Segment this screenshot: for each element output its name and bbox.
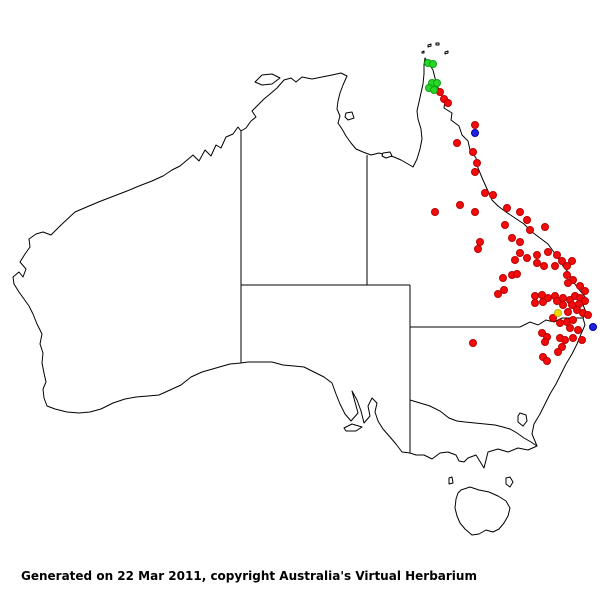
specimen-dot <box>541 338 549 346</box>
tasmania-outline <box>454 486 511 536</box>
specimen-dot <box>581 287 589 295</box>
specimen-dot <box>531 292 539 300</box>
specimen-dot <box>561 336 569 344</box>
footer-caption: Generated on 22 Mar 2011, copyright Aust… <box>21 569 477 583</box>
specimen-dot <box>554 309 562 317</box>
green-occurrence-dots <box>424 59 441 94</box>
specimen-dot <box>556 319 564 327</box>
specimen-dot <box>499 274 507 282</box>
torres-strait-islands <box>421 42 449 55</box>
specimen-dot <box>511 256 519 264</box>
specimen-dot <box>584 311 592 319</box>
specimen-dot <box>523 216 531 224</box>
specimen-dot <box>430 86 438 94</box>
specimen-dot <box>558 257 566 265</box>
qld-nsw-border <box>410 317 583 328</box>
specimen-dot <box>559 301 567 309</box>
specimen-dot <box>576 282 584 290</box>
mornington-island <box>381 151 393 159</box>
specimen-dot <box>531 299 539 307</box>
specimen-dot <box>471 121 479 129</box>
specimen-dot <box>516 238 524 246</box>
mainland-outline <box>12 57 587 469</box>
kangaroo-island <box>343 423 363 432</box>
specimen-dots-layer <box>424 59 597 365</box>
specimen-dot <box>508 234 516 242</box>
specimen-dot <box>471 168 479 176</box>
specimen-dot <box>476 238 484 246</box>
specimen-dot <box>566 324 574 332</box>
specimen-dot <box>541 223 549 231</box>
specimen-dot <box>574 326 582 334</box>
specimen-dot <box>516 208 524 216</box>
specimen-dot <box>481 189 489 197</box>
specimen-dot <box>564 279 572 287</box>
specimen-dot <box>523 254 531 262</box>
red-occurrence-dots <box>431 88 592 365</box>
specimen-dot <box>563 262 571 270</box>
act-border <box>517 412 528 427</box>
state-borders <box>240 131 583 453</box>
blue-occurrence-dots <box>471 129 597 331</box>
specimen-dot <box>501 221 509 229</box>
specimen-dot <box>533 251 541 259</box>
yellow-occurrence-dots <box>554 309 562 317</box>
specimen-dot <box>563 271 571 279</box>
specimen-dot <box>471 208 479 216</box>
specimen-dot <box>456 201 464 209</box>
specimen-dot <box>516 249 524 257</box>
specimen-dot <box>544 248 552 256</box>
specimen-dot <box>444 99 452 107</box>
specimen-dot <box>549 314 557 322</box>
specimen-dot <box>473 159 481 167</box>
nsw-vic-border <box>409 399 538 447</box>
specimen-dot <box>500 286 508 294</box>
specimen-dot <box>453 139 461 147</box>
specimen-dot <box>559 294 567 302</box>
specimen-dot <box>503 204 511 212</box>
specimen-dot <box>471 129 479 137</box>
specimen-dot <box>553 251 561 259</box>
specimen-dot <box>569 316 577 324</box>
coastline <box>12 42 587 536</box>
specimen-dot <box>526 226 534 234</box>
groote-eylandt <box>344 111 355 121</box>
specimen-dot <box>489 191 497 199</box>
specimen-dot <box>513 270 521 278</box>
specimen-dot <box>551 262 559 270</box>
specimen-dot <box>589 323 597 331</box>
specimen-dot <box>543 357 551 365</box>
specimen-dot <box>540 262 548 270</box>
king-island <box>448 476 454 485</box>
specimen-dot <box>474 245 482 253</box>
specimen-dot <box>568 257 576 265</box>
specimen-dot <box>569 334 577 342</box>
melville-island <box>254 73 281 86</box>
specimen-dot <box>554 348 562 356</box>
specimen-dot <box>469 339 477 347</box>
specimen-dot <box>578 336 586 344</box>
flinders-island <box>505 476 514 488</box>
specimen-dot <box>429 60 437 68</box>
specimen-dot <box>469 148 477 156</box>
specimen-dot <box>533 259 541 267</box>
specimen-dot <box>564 308 572 316</box>
specimen-dot <box>539 298 547 306</box>
specimen-dot <box>494 290 502 298</box>
specimen-dot <box>433 79 441 87</box>
specimen-dot <box>431 208 439 216</box>
